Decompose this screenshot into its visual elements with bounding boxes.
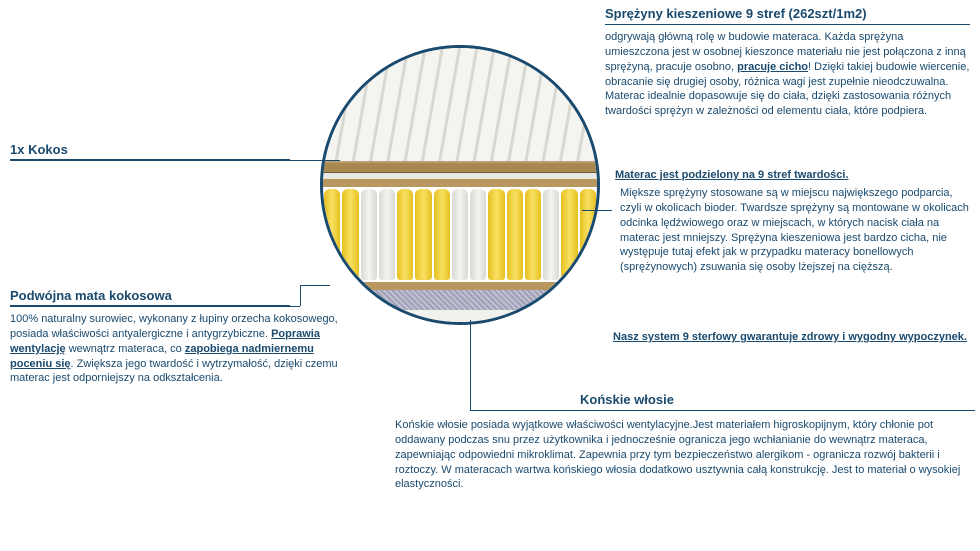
- wlosie-label: Końskie włosie: [580, 392, 700, 409]
- mattress-diagram: [320, 45, 600, 325]
- wlosie-description: Końskie włosie posiada wyjątkowe właściw…: [395, 418, 970, 492]
- leader-line: [580, 410, 975, 411]
- sprezyny-subtitle: Materac jest podzielony na 9 stref tward…: [615, 168, 970, 183]
- leader-line: [10, 160, 340, 161]
- sprezyny-title: Sprężyny kieszeniowe 9 stref (262szt/1m2…: [605, 6, 970, 21]
- sprezyny-footer: Nasz system 9 sterfowy gwarantuje zdrowy…: [610, 330, 970, 345]
- leader-line: [582, 210, 612, 211]
- text-underline: pracuje cicho: [737, 61, 808, 73]
- bottom-layer: [323, 310, 597, 325]
- leader-line: [470, 410, 580, 411]
- leader-line: [300, 285, 301, 306]
- leader-line: [300, 285, 330, 286]
- spring-layer: [323, 187, 597, 282]
- mattress-cover-layer: [323, 48, 597, 163]
- horsehair-layer: [323, 282, 597, 290]
- text: wewnątrz materaca, co: [66, 343, 185, 355]
- sprezyny-para1: odgrywają główną rolę w budowie materaca…: [605, 30, 970, 119]
- leader-line: [10, 306, 300, 307]
- coconut-layer-1: [323, 163, 597, 173]
- kokos-label: 1x Kokos: [10, 142, 290, 160]
- text-underline: Nasz system 9 sterfowy gwarantuje zdrowy…: [613, 331, 967, 343]
- coconut-layer-2: [323, 179, 597, 187]
- text-underline: Materac jest podzielony na 9 stref tward…: [615, 169, 849, 181]
- mata-description: 100% naturalny surowiec, wykonany z łupi…: [10, 312, 345, 386]
- leader-line: [470, 320, 471, 410]
- felt-layer: [323, 290, 597, 310]
- sprezyny-para2: Miększe sprężyny stosowane są w miejscu …: [620, 186, 970, 275]
- leader-line: [605, 24, 970, 25]
- mata-label: Podwójna mata kokosowa: [10, 288, 290, 306]
